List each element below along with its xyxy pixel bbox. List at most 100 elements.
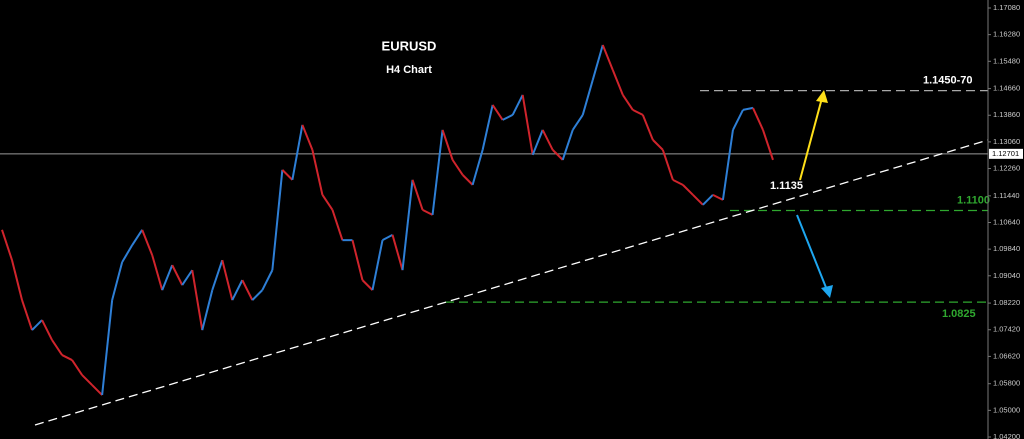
price-segment: [401, 179, 414, 271]
price-segment: [611, 69, 624, 96]
price-segment: [211, 259, 224, 291]
price-segment: [41, 319, 53, 341]
price-segment: [382, 233, 393, 242]
price-segment: [71, 359, 83, 376]
price-segment: [21, 299, 33, 331]
price-segment: [141, 229, 154, 256]
price-segment: [511, 94, 524, 116]
y-tick-label: 1.06620: [993, 351, 1020, 360]
price-segment: [441, 129, 454, 161]
y-tick-label: 1.17080: [993, 3, 1020, 12]
price-segment: [502, 114, 514, 121]
price-segment: [692, 194, 704, 206]
price-segment: [481, 104, 494, 151]
price-segment: [321, 194, 334, 211]
y-tick-label: 1.09040: [993, 271, 1020, 280]
price-segment: [461, 174, 474, 186]
price-segment: [351, 239, 364, 281]
price-segment: [682, 184, 694, 196]
current-price-box: [989, 148, 1023, 159]
price-segment: [762, 129, 774, 161]
price-segment: [271, 169, 284, 271]
yellow-arrow: [799, 90, 828, 181]
price-segment: [261, 269, 274, 291]
price-segment: [371, 239, 384, 291]
price-segment: [632, 109, 644, 116]
trendline: [34, 139, 989, 426]
current-price-label: 1.12701: [992, 149, 1019, 158]
price-segment: [742, 106, 754, 111]
price-segment: [451, 159, 464, 176]
y-tick-label: 1.11440: [993, 191, 1020, 200]
price-segment: [331, 209, 344, 241]
price-segment: [171, 264, 184, 286]
blue-arrow: [796, 214, 833, 298]
chart-subtitle: H4 Chart: [386, 64, 432, 76]
price-segment: [561, 129, 574, 161]
price-segment: [621, 94, 634, 111]
y-tick-label: 1.07420: [993, 325, 1020, 334]
price-segment: [641, 114, 654, 141]
y-tick-label: 1.16280: [993, 30, 1020, 39]
price-segment: [11, 259, 23, 301]
price-segment: [702, 194, 714, 206]
price-segment: [181, 269, 194, 286]
y-tick-label: 1.13860: [993, 110, 1020, 119]
price-segment: [471, 149, 484, 186]
y-tick-label: 1.13060: [993, 137, 1020, 146]
price-segment: [111, 261, 124, 301]
price-segment: [652, 139, 664, 151]
y-tick-label: 1.12260: [993, 164, 1020, 173]
price-segment: [601, 44, 614, 71]
price-segment: [311, 149, 324, 196]
price-segment: [411, 179, 424, 211]
price-segment: [31, 319, 43, 331]
price-segment: [672, 178, 684, 186]
price-segment: [391, 234, 404, 271]
price-segment: [91, 384, 103, 396]
price-segment: [712, 193, 724, 201]
price-segment: [1, 229, 13, 261]
price-segment: [431, 129, 444, 215]
price-segment: [61, 354, 73, 361]
chart-title: EURUSD: [382, 38, 437, 53]
price-segment: [752, 107, 764, 131]
price-segment: [221, 259, 234, 301]
price-segment: [541, 129, 554, 151]
price-segment: [591, 44, 604, 81]
price-segment: [81, 374, 93, 386]
price-segment: [231, 279, 244, 301]
price-segment: [191, 269, 204, 331]
level-label: 1.1450-70: [923, 75, 973, 87]
price-segment: [281, 169, 294, 181]
level-label: 1.0825: [942, 308, 976, 320]
price-segment: [291, 124, 304, 181]
y-tick-label: 1.10640: [993, 217, 1020, 226]
price-segment: [121, 244, 134, 263]
price-segment: [161, 264, 174, 291]
price-segment: [151, 254, 164, 291]
price-segment: [531, 129, 544, 156]
price-segment: [51, 339, 63, 356]
price-segment: [581, 79, 594, 116]
price-segment: [732, 109, 744, 131]
price-segment: [301, 124, 314, 151]
price-segment: [552, 149, 564, 161]
price-segment: [201, 289, 214, 331]
price-segment: [131, 229, 144, 246]
y-tick-label: 1.08220: [993, 298, 1020, 307]
y-tick-label: 1.05000: [993, 405, 1020, 414]
price-segment: [721, 129, 734, 200]
price-segment: [361, 279, 374, 291]
y-tick-label: 1.09840: [993, 244, 1020, 253]
price-segment: [101, 300, 114, 396]
y-tick-label: 1.05800: [993, 379, 1020, 388]
price-segment: [241, 279, 254, 301]
y-tick-label: 1.14660: [993, 84, 1020, 93]
price-segment: [422, 208, 434, 216]
price-segment: [521, 94, 534, 156]
price-segment: [571, 114, 584, 131]
annotation: 1.1135: [770, 180, 803, 192]
level-label: 1.1100: [957, 194, 990, 206]
price-segment: [491, 104, 504, 121]
